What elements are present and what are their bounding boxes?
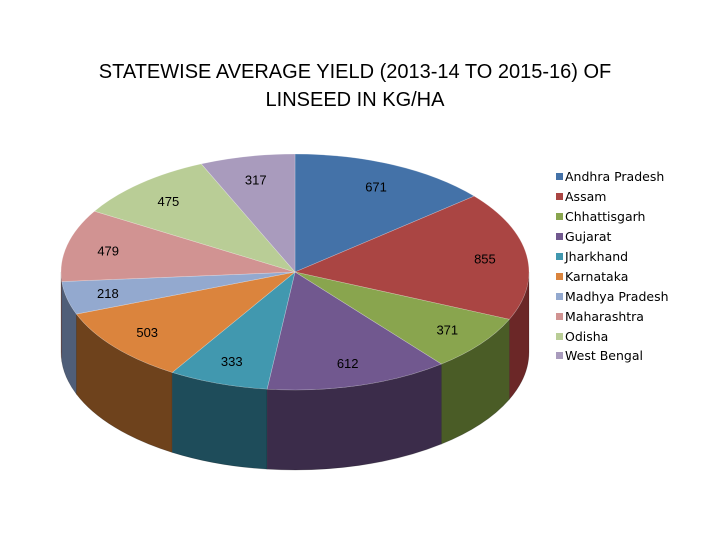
legend-label: Karnataka: [565, 268, 629, 284]
legend-swatch: [556, 272, 563, 280]
pie-slice-odisha: [93, 163, 296, 273]
legend-label: Andhra Pradesh: [565, 169, 665, 185]
pie-slice-assam: [294, 195, 530, 320]
data-label-odisha: 475: [158, 194, 180, 209]
chart-title: STATEWISE AVERAGE YIELD (2013-14 TO 2015…: [98, 61, 612, 111]
pie-slice-jharkhand: [171, 271, 296, 390]
legend-label: Odisha: [565, 328, 609, 344]
legend-swatch: [556, 332, 563, 340]
pie-slice-andhra-pradesh: [294, 153, 475, 273]
legend-swatch: [556, 173, 563, 181]
legend-item-assam: Assam: [556, 187, 669, 207]
legend-swatch: [556, 352, 563, 360]
legend-label: Chhattisgarh: [565, 209, 646, 225]
legend-swatch: [556, 292, 563, 300]
data-label-chhattisgarh: 371: [436, 322, 458, 337]
legend-label: West Bengal: [565, 348, 643, 364]
legend-swatch: [556, 312, 563, 320]
legend-item-andhra-pradesh: Andhra Pradesh: [556, 167, 669, 187]
pie-data-labels: 671 855 371 612 333 503 218 479 475 317: [97, 173, 496, 371]
legend-label: Madhya Pradesh: [565, 288, 669, 304]
legend-item-west-bengal: West Bengal: [556, 346, 669, 366]
legend-label: Gujarat: [565, 229, 612, 245]
pie-slice-madhya-pradesh: [61, 271, 296, 315]
legend-label: Jharkhand: [565, 249, 629, 264]
pie-slice-karnataka: [75, 271, 296, 373]
legend-swatch: [556, 233, 563, 241]
pie-top: [60, 153, 530, 391]
data-label-assam: 855: [474, 252, 496, 267]
legend-swatch: [556, 253, 563, 260]
data-label-west-bengal: 317: [245, 173, 267, 188]
legend-item-maharashtra: Maharashtra: [556, 306, 669, 326]
legend-swatch: [556, 193, 563, 201]
legend-item-madhya-pradesh: Madhya Pradesh: [556, 286, 669, 306]
pie-slice-chhattisgarh: [294, 271, 510, 365]
legend-label: Maharashtra: [565, 308, 644, 324]
legend-item-chhattisgarh: Chhattisgarh: [556, 207, 669, 227]
data-label-maharashtra: 479: [97, 243, 119, 258]
data-label-madhya-pradesh: 218: [97, 286, 119, 301]
legend-item-odisha: Odisha: [556, 326, 669, 346]
legend-label: Assam: [565, 189, 607, 205]
pie-slice-maharashtra: [60, 210, 296, 282]
legend-item-karnataka: Karnataka: [556, 266, 669, 286]
legend-swatch: [556, 213, 563, 221]
legend-item-jharkhand: Jharkhand: [556, 247, 669, 267]
pie-slice-gujarat: [266, 271, 443, 391]
legend-item-gujarat: Gujarat: [556, 227, 669, 247]
data-label-karnataka: 503: [136, 325, 158, 340]
data-label-jharkhand: 333: [221, 354, 243, 369]
data-label-gujarat: 612: [337, 356, 359, 371]
data-label-andhra-pradesh: 671: [365, 179, 387, 194]
pie-slice-west-bengal: [200, 153, 296, 273]
chart-legend: Andhra Pradesh Assam Chhattisgarh Gujarat Jh…: [556, 167, 669, 366]
